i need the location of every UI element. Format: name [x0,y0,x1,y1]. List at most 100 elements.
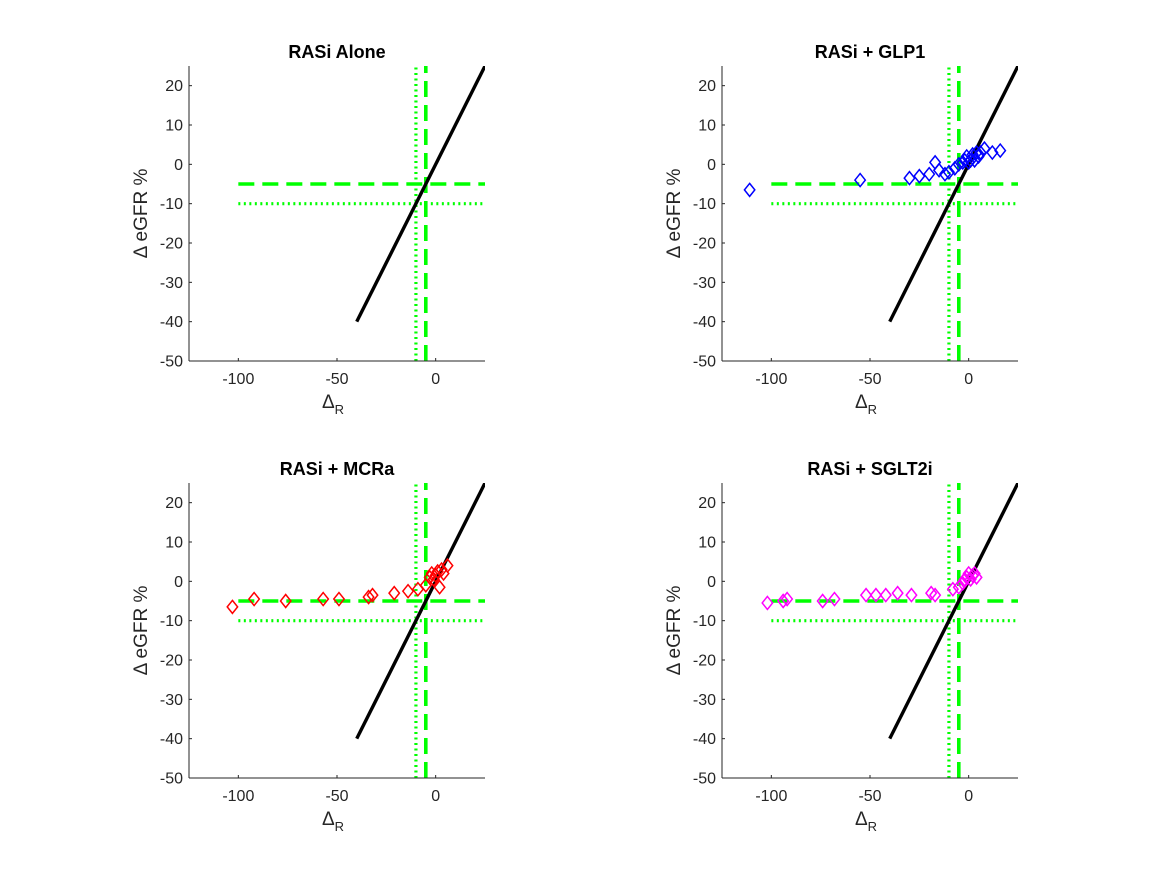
subplot-2: 20 10 0 -10 -20 -30 -40 -50 -100 -50 0 RASi + GLP1 Δ… [664,42,1018,417]
data-point [435,561,448,578]
data-point [780,591,794,607]
data-point [948,160,962,176]
subplot-title: RASi + GLP1 [815,42,926,62]
data-point [879,587,892,603]
y-tick-label: 0 [707,157,716,174]
data-point [970,569,983,586]
x-axis-label-symbol: Δ [855,809,868,830]
reference-line [355,66,485,323]
y-tick-label: -30 [160,692,183,709]
plot-area [761,483,1018,778]
y-tick-label: 20 [165,495,183,512]
data-point [942,164,956,180]
y-tick-label: 0 [174,574,183,591]
x-axis-label: ΔR [322,809,344,834]
x-axis-label-subscript: R [868,819,877,834]
data-point [853,172,867,188]
x-axis-label-symbol: Δ [322,392,335,413]
x-tick-label: 0 [431,371,440,388]
data-point [425,565,438,582]
y-tick-label: -50 [693,354,716,371]
data-point [946,581,960,597]
data-point [388,585,401,601]
x-axis-label-subscript: R [335,819,344,834]
data-point [317,591,330,607]
plot-area [226,483,485,778]
y-tick-label: -50 [160,771,183,788]
data-point [247,591,261,607]
x-tick-label: -50 [858,371,881,388]
y-tick-label: 10 [165,118,183,135]
data-point [828,591,841,607]
data-point [761,595,774,611]
y-tick-label: 10 [698,118,716,135]
y-tick-label: -40 [160,731,183,748]
subplot-4: 20 10 0 -10 -20 -30 -40 -50 -100 -50 0 RASi + SGLT2… [664,459,1018,834]
data-point [994,142,1007,159]
y-tick-label: -20 [693,653,716,670]
x-axis-label: ΔR [855,392,877,417]
x-tick-label: 0 [431,788,440,805]
y-tick-label: 20 [698,78,716,95]
y-tick-label: -40 [160,314,183,331]
data-point [952,156,965,173]
y-tick-label: 0 [707,574,716,591]
y-tick-label: -30 [160,275,183,292]
reference-line [888,66,1018,323]
data-point [366,587,379,603]
plot-area [238,66,485,361]
x-tick-label: 0 [964,371,973,388]
data-point [928,154,942,171]
data-point [974,144,987,161]
data-point [743,182,756,198]
data-point [401,583,415,599]
y-tick-label: 10 [165,535,183,552]
subplot-title: RASi Alone [288,42,385,62]
data-point [962,565,975,582]
y-tick-label: 20 [165,78,183,95]
data-point [925,585,938,601]
data-point [972,148,985,165]
x-axis-label-symbol: Δ [322,809,335,830]
y-tick-label: -30 [693,275,716,292]
data-point [938,166,952,182]
subplot-title: RASi + MCRa [280,459,396,479]
data-point [903,170,916,186]
data-point [423,569,436,586]
y-tick-label: 0 [174,157,183,174]
y-tick-label: -40 [693,314,716,331]
data-point [932,162,946,178]
y-axis-label: Δ eGFR % [664,169,685,259]
data-point [891,585,904,601]
y-tick-label: -10 [160,196,183,213]
x-tick-label: -50 [325,371,348,388]
data-point [952,579,965,595]
data-point [928,587,942,603]
y-axis-label: Δ eGFR % [131,169,152,259]
subplot-title: RASi + SGLT2i [807,459,932,479]
data-point [441,557,454,574]
y-tick-label: -20 [160,653,183,670]
data-point [777,593,790,609]
x-axis-label: ΔR [855,809,877,834]
subplot-3: 20 10 0 -10 -20 -30 -40 -50 -100 -50 0 RASi + MCRa Δ… [131,459,485,834]
data-point [226,599,239,615]
data-point [978,140,991,157]
y-tick-label: -10 [693,613,716,630]
x-axis-label-subscript: R [335,402,344,417]
x-axis-label-subscript: R [868,402,877,417]
subplot-1: 20 10 0 -10 -20 -30 -40 -50 -100 -50 0 RASi Alone ΔR… [131,42,485,417]
data-point [816,593,829,609]
data-point [362,589,375,605]
data-point [923,166,936,182]
data-point [913,168,926,184]
y-tick-label: -40 [693,731,716,748]
y-axis-label: Δ eGFR % [664,586,685,676]
data-point [905,587,918,603]
y-tick-label: -30 [693,692,716,709]
x-tick-label: -50 [858,788,881,805]
data-point [869,587,883,603]
x-tick-label: 0 [964,788,973,805]
data-point [964,571,977,588]
